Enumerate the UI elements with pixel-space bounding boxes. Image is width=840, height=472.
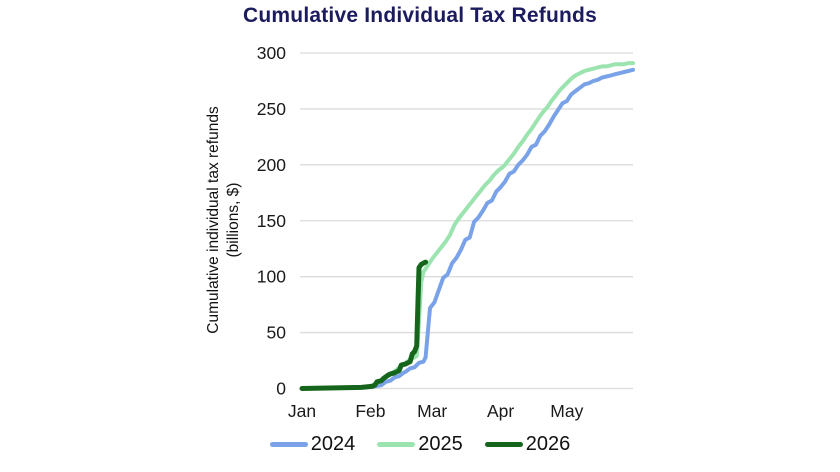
x-tick-label-Mar: Mar: [417, 401, 447, 421]
y-tick-label-200: 200: [257, 155, 286, 175]
y-tick-label-300: 300: [257, 43, 286, 63]
legend-label-2026: 2026: [525, 433, 571, 455]
x-tick-label-Jan: Jan: [288, 401, 316, 421]
y-tick-label-250: 250: [257, 99, 286, 119]
y-tick-label-50: 50: [267, 323, 287, 343]
legend-label-2024: 2024: [310, 433, 356, 455]
legend-swatch-2025: [377, 442, 416, 447]
legend-label-2025: 2025: [418, 433, 463, 455]
plot-area: 0 50 100 150 200 250 300 Jan Feb Mar Apr May: [257, 43, 635, 421]
legend-item-2026: 2026: [484, 433, 571, 456]
legend-item-2025: 2025: [377, 433, 463, 456]
series-line-2025: [300, 61, 635, 391]
series-line-2024: [300, 67, 635, 391]
y-tick-label-150: 150: [257, 211, 286, 231]
x-tick-label-Feb: Feb: [355, 401, 385, 421]
x-tick-label-May: May: [550, 401, 583, 421]
legend-swatch-2026: [484, 442, 523, 447]
y-tick-label-0: 0: [276, 379, 286, 399]
y-tick-label-100: 100: [257, 267, 286, 287]
chart-title: Cumulative Individual Tax Refunds: [243, 4, 597, 27]
legend-item-2024: 2024: [269, 433, 356, 456]
x-tick-label-Apr: Apr: [487, 401, 514, 421]
legend-swatch-2024: [269, 442, 308, 447]
legend: 2024 2025 2026: [0, 433, 840, 456]
series-line-2026: [299, 259, 429, 391]
